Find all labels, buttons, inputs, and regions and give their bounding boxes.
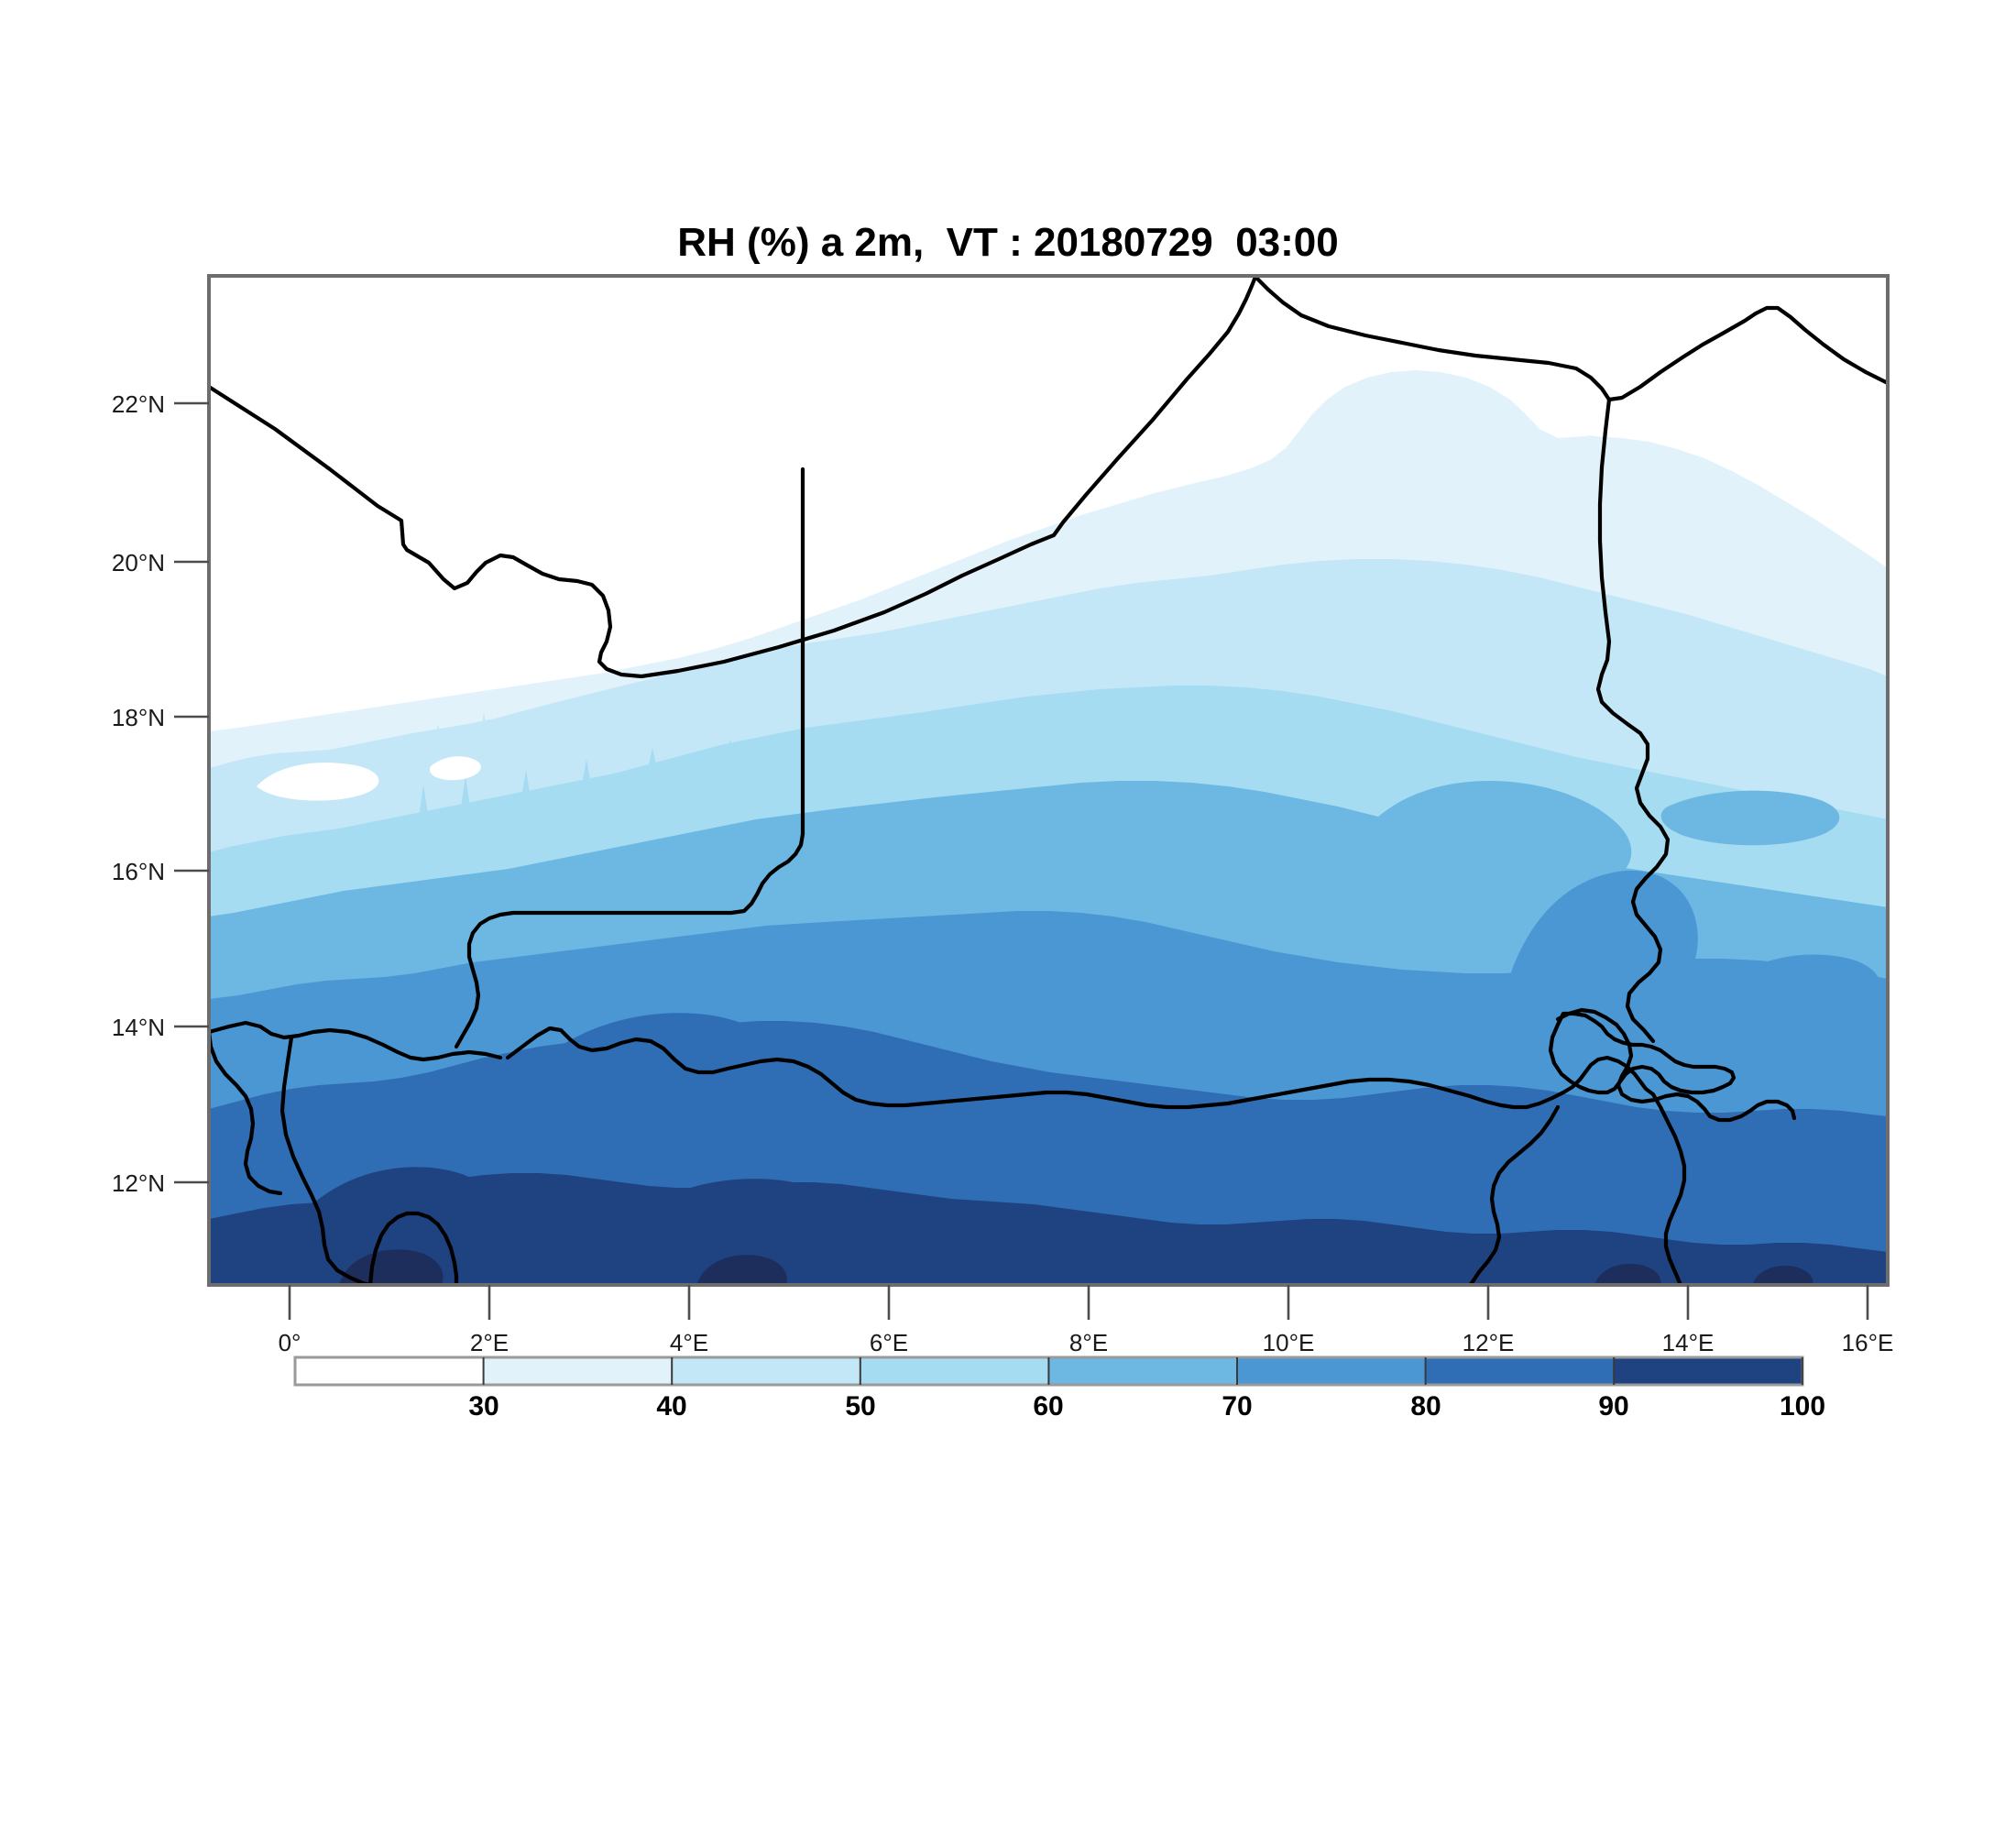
x-axis-label-4E: 4°E [669, 1329, 709, 1356]
y-axis-label-12N: 12°N [111, 1169, 165, 1197]
colorbar-label-90: 90 [1598, 1391, 1629, 1421]
y-axis-label-14N: 14°N [111, 1014, 165, 1041]
x-axis-label-6E: 6°E [869, 1329, 909, 1356]
colorbar-label-50: 50 [845, 1391, 876, 1421]
x-axis-ticks [288, 1285, 1869, 1320]
border-nigeria-south-east [1467, 1104, 1561, 1285]
colorbar-swatch-lt30[interactable] [295, 1357, 484, 1385]
colorbar[interactable] [293, 1356, 1804, 1387]
border-nigeria-cameroon-south [1650, 1092, 1687, 1285]
colorbar-label-80: 80 [1410, 1391, 1441, 1421]
colorbar-swatch-70-80[interactable] [1237, 1357, 1426, 1385]
border-benin-nigeria [367, 1211, 459, 1285]
colorbar-swatch-30-40[interactable] [483, 1357, 673, 1385]
border-niger-nigeria [505, 1026, 1656, 1110]
contour-lobe-70-80 [1509, 870, 1881, 1033]
contour-core-gt100 [339, 1249, 1813, 1285]
x-axis-label-16E: 16°E [1841, 1329, 1894, 1356]
x-axis-label-8E: 8°E [1068, 1329, 1109, 1356]
contour-lobe-60-70 [1130, 781, 1840, 894]
border-lake-chad [1555, 1007, 1797, 1123]
x-axis-label-2E: 2°E [469, 1329, 509, 1356]
colorbar-swatch-40-50[interactable] [672, 1357, 860, 1385]
x-axis-label-0: 0° [278, 1329, 301, 1356]
border-burkina-benin [279, 1035, 373, 1285]
y-axis-ticks [174, 401, 209, 1184]
colorbar-swatch-50-60[interactable] [860, 1357, 1049, 1385]
contour-hole-lt30 [257, 756, 481, 801]
border-niger-mali-west [209, 1029, 283, 1196]
contour-texture-50-60 [417, 731, 872, 832]
border-algeria-mali-niger [209, 276, 1258, 679]
country-borders-layer [209, 276, 1888, 1285]
y-axis-label-16N: 16°N [111, 858, 165, 885]
contour-texture-40-50 [431, 658, 806, 757]
x-axis-label-12E: 12°E [1462, 1329, 1515, 1356]
contour-band-lt30 [209, 276, 1888, 731]
border-niger-burkina-mali [209, 1020, 503, 1062]
y-axis-label-22N: 22°N [111, 390, 165, 418]
y-axis-label-18N: 18°N [111, 704, 165, 731]
plot-frame [207, 274, 1890, 1287]
x-axis-label-14E: 14°E [1661, 1329, 1715, 1356]
colorbar-label-100: 100 [1779, 1391, 1826, 1421]
colorbar-ticks [482, 1357, 1803, 1385]
border-niger-libya-chad [1253, 276, 1888, 402]
colorbar-label-30: 30 [468, 1391, 499, 1421]
colorbar-swatch-90-100[interactable] [1614, 1357, 1802, 1385]
colorbar-label-40: 40 [656, 1391, 687, 1421]
contour-core-90-100 [272, 1167, 1171, 1285]
border-niger-river-bend [454, 466, 805, 1049]
page-title: RH (%) a 2m, VT : 20180729 03:00 [677, 220, 1339, 265]
lake-chad-shoreline [1548, 1011, 1737, 1095]
border-niger-chad-east [1595, 397, 1671, 1044]
colorbar-swatch-80-90[interactable] [1425, 1357, 1615, 1385]
x-axis-label-10E: 10°E [1262, 1329, 1315, 1356]
colorbar-label-70: 70 [1222, 1391, 1253, 1421]
contour-lobe-80-90 [507, 1013, 1052, 1233]
contour-fill-layer [209, 276, 1888, 1285]
colorbar-label-60: 60 [1033, 1391, 1064, 1421]
y-axis-label-20N: 20°N [111, 549, 165, 576]
colorbar-swatch-60-70[interactable] [1048, 1357, 1237, 1385]
